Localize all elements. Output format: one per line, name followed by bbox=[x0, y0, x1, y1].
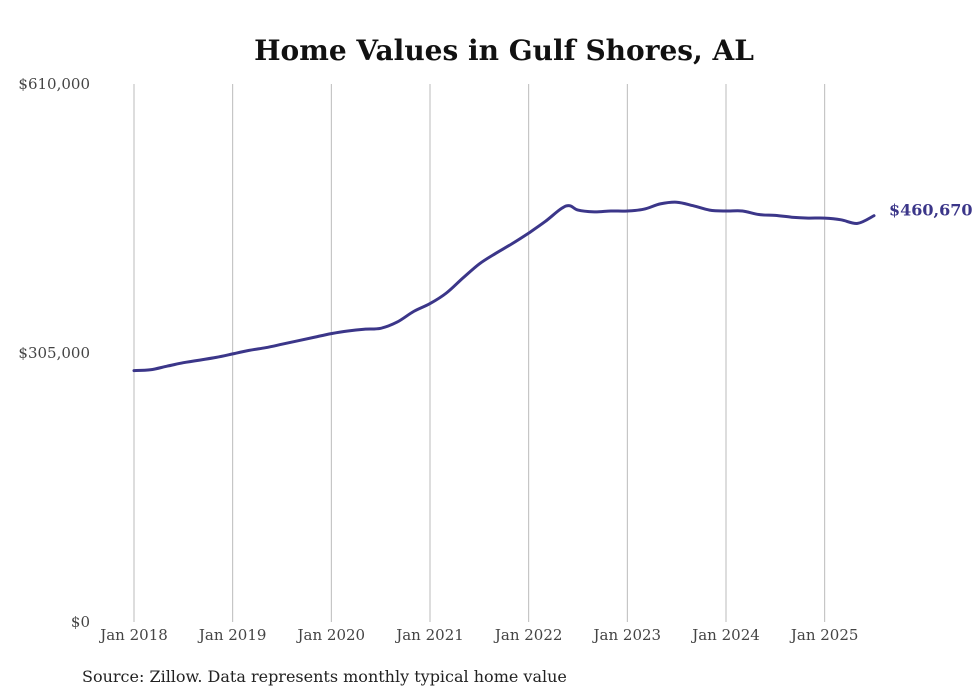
series-line bbox=[132, 200, 876, 373]
y-tick-label: $0 bbox=[71, 613, 90, 631]
x-tick-label: Jan 2022 bbox=[493, 626, 563, 644]
source-note: Source: Zillow. Data represents monthly … bbox=[82, 667, 567, 686]
y-tick-label: $610,000 bbox=[18, 75, 90, 93]
x-tick-label: Jan 2018 bbox=[98, 626, 168, 644]
x-tick-label: Jan 2021 bbox=[394, 626, 464, 644]
end-value-label: $460,670 bbox=[889, 201, 973, 220]
x-tick-label: Jan 2025 bbox=[789, 626, 859, 644]
y-axis-ticks: $0 $305,000 $610,000 bbox=[18, 75, 90, 631]
x-tick-label: Jan 2024 bbox=[690, 626, 760, 644]
x-tick-label: Jan 2019 bbox=[197, 626, 267, 644]
chart-title: Home Values in Gulf Shores, AL bbox=[254, 34, 754, 67]
y-tick-label: $305,000 bbox=[18, 344, 90, 362]
x-axis-ticks: Jan 2018 Jan 2019 Jan 2020 Jan 2021 Jan 2022… bbox=[98, 626, 858, 644]
x-tick-label: Jan 2020 bbox=[296, 626, 366, 644]
x-tick-label: Jan 2023 bbox=[592, 626, 662, 644]
grid-lines bbox=[133, 84, 826, 622]
